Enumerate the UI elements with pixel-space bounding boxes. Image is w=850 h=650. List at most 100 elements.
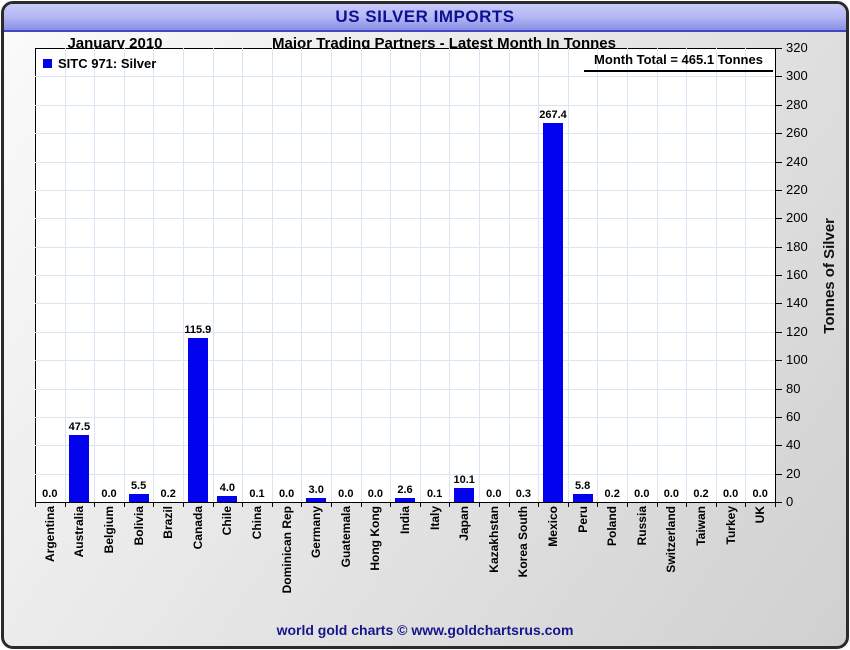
footer-credit: world gold charts © www.goldchartsrus.co… (276, 622, 574, 638)
y-axis-tick-label: 60 (786, 408, 801, 424)
x-axis-label: Guatemala (338, 506, 353, 568)
y-axis-tick (776, 502, 782, 503)
x-axis-label: Taiwan (693, 506, 708, 546)
grid-line-h (35, 246, 775, 248)
y-axis-tick (776, 161, 782, 163)
grid-line-h (35, 445, 775, 447)
bar-value-label: 0.0 (338, 488, 354, 500)
x-axis-tick (627, 503, 628, 507)
x-axis-tick (94, 503, 96, 507)
bar (187, 338, 208, 502)
x-axis-label: Turkey (723, 506, 738, 545)
x-axis-tick (64, 503, 66, 507)
grid-line-v (94, 48, 96, 502)
bar-value-label: 0.3 (515, 488, 532, 500)
grid-line-h (35, 275, 775, 276)
grid-line-v (479, 48, 480, 502)
grid-line-v (538, 48, 540, 502)
grid-line-v (715, 48, 717, 502)
y-axis-tick (776, 445, 782, 447)
y-axis-tick-label: 320 (786, 40, 808, 55)
x-axis-tick (242, 503, 244, 507)
bar-value-label: 0.0 (663, 488, 680, 500)
grid-line-h (35, 218, 775, 220)
x-axis-label: Australia (72, 506, 87, 558)
x-axis-label: Korea South (516, 506, 531, 578)
bar-value-label: 3.0 (308, 484, 324, 496)
bar-value-label: 0.0 (42, 488, 58, 500)
x-axis-tick (715, 503, 717, 507)
page-title: US SILVER IMPORTS (335, 7, 515, 26)
y-axis-tick (776, 189, 782, 191)
bar-value-label: 10.1 (453, 474, 475, 486)
x-axis-tick (419, 503, 421, 507)
x-axis-label: Kazakhstan (486, 506, 501, 573)
x-axis-label: Poland (605, 506, 620, 547)
title-bar: US SILVER IMPORTS (4, 4, 846, 32)
x-axis-label: Canada (190, 506, 205, 550)
bar-value-label: 0.1 (426, 488, 443, 500)
x-axis-label: Italy (427, 506, 442, 531)
legend: SITC 971: Silver (43, 56, 156, 71)
bar-value-label: 0.2 (693, 488, 709, 500)
grid-line-v (508, 48, 510, 502)
y-axis-tick-label: 40 (786, 437, 801, 453)
x-axis-tick (508, 503, 510, 507)
y-axis-tick (776, 275, 782, 276)
grid-line-v (567, 48, 569, 502)
y-axis-tick-label: 160 (786, 267, 808, 282)
x-axis-tick (686, 503, 688, 507)
x-axis-tick (567, 503, 569, 507)
x-axis-label: Switzerland (664, 506, 679, 573)
grid-line-h (35, 303, 775, 305)
chart-subtitle: Major Trading Partners - Latest Month In… (272, 35, 616, 52)
grid-line-v (153, 48, 155, 502)
x-axis-label: Belgium (101, 506, 116, 554)
grid-line-v (419, 48, 421, 502)
x-axis-tick (271, 503, 273, 507)
grid-line-v (449, 48, 451, 502)
y-axis-tick (776, 104, 782, 106)
x-axis-tick (360, 503, 362, 507)
y-axis-tick-label: 20 (786, 465, 801, 481)
bar (69, 435, 90, 502)
grid-line-h (35, 104, 775, 106)
x-axis-tick (775, 503, 776, 507)
bar-value-label: 0.0 (367, 488, 384, 500)
bar (217, 496, 238, 502)
y-axis-tick (776, 303, 782, 305)
x-axis-tick (745, 503, 747, 507)
y-axis-tick-label: 140 (786, 295, 808, 311)
grid-line-h (35, 473, 775, 475)
grid-line-v (331, 48, 332, 502)
x-axis-tick (153, 503, 155, 507)
grid-line-h (35, 76, 775, 78)
grid-line-v (656, 48, 658, 502)
bar-value-label: 0.0 (278, 488, 295, 500)
y-axis-tick (776, 331, 782, 333)
bar-value-label: 0.0 (634, 488, 650, 500)
x-axis-tick (301, 503, 303, 507)
x-axis-label: Japan (457, 506, 472, 541)
x-axis-tick (183, 503, 184, 507)
y-axis-tick (776, 473, 782, 475)
x-axis-tick (597, 503, 599, 507)
bar (306, 498, 327, 502)
bar-value-label: 2.6 (397, 484, 413, 496)
grid-line-v (597, 48, 599, 502)
bar-value-label: 0.0 (752, 488, 768, 500)
y-axis-tick (776, 48, 782, 49)
bar (128, 494, 149, 502)
grid-line-v (123, 48, 125, 502)
bar (572, 494, 593, 502)
y-axis-tick (776, 388, 782, 390)
y-axis-tick-label: 220 (786, 181, 808, 197)
x-axis-label: Dominican Rep (279, 506, 294, 594)
grid-line-v (212, 48, 214, 502)
y-axis-tick-label: 100 (786, 352, 808, 368)
grid-line-h (35, 133, 775, 135)
y-axis-tick-label: 180 (786, 238, 808, 254)
x-axis-tick (331, 503, 332, 507)
